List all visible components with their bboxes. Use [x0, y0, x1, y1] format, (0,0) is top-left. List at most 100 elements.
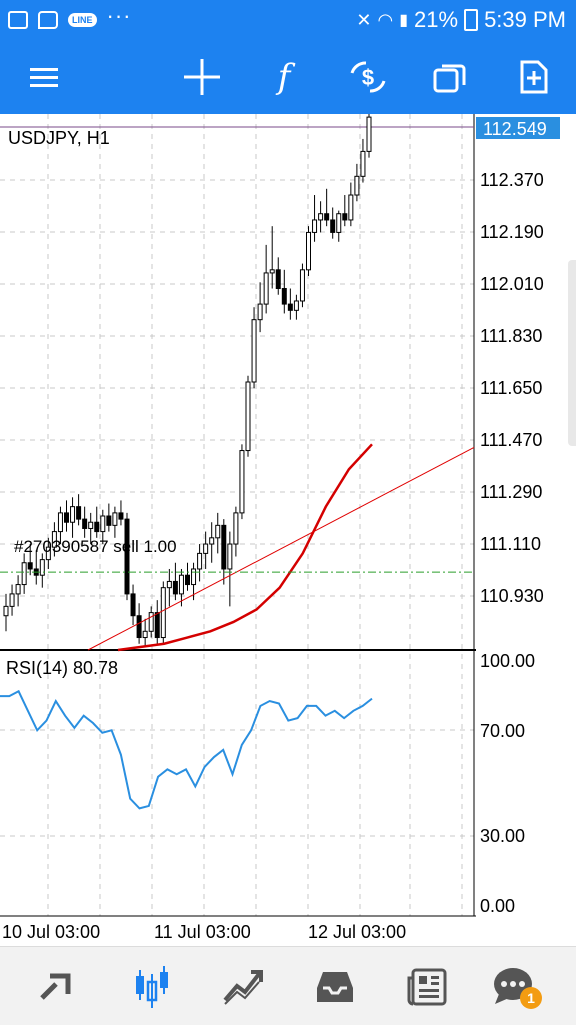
candle-body	[88, 521, 94, 529]
candle-body	[318, 213, 324, 221]
candle-body	[269, 269, 275, 274]
candle-body	[348, 194, 354, 221]
candle-body	[275, 269, 281, 290]
candle-body	[299, 269, 305, 302]
line-app-icon: LINE	[68, 13, 97, 27]
price-axis-label: 111.110	[480, 534, 541, 554]
candle-body	[94, 521, 100, 533]
candle-body	[287, 303, 293, 311]
candle-body	[281, 288, 287, 305]
rsi-axis-label: 30.00	[480, 826, 525, 846]
rsi-axis-label: 70.00	[480, 721, 525, 741]
candle-body	[51, 531, 57, 548]
gallery-icon	[8, 11, 28, 29]
candle-body	[15, 584, 21, 595]
history-icon[interactable]	[310, 961, 360, 1011]
rsi-label: RSI(14) 80.78	[6, 658, 118, 678]
candle-body	[215, 524, 221, 539]
time-axis-label: 10 Jul 03:00	[2, 922, 100, 942]
candle-body	[324, 213, 330, 221]
moving-average-line	[117, 443, 373, 652]
candle-body	[360, 150, 366, 177]
wifi-icon: ◠	[377, 9, 394, 30]
candle-body	[185, 574, 190, 586]
current-price-label: 112.549	[483, 119, 547, 139]
candle-body	[251, 319, 257, 383]
candle-body	[154, 612, 160, 639]
candle-body	[148, 612, 154, 632]
price-axis-label: 112.010	[480, 274, 544, 294]
rsi-axis-label: 0.00	[480, 896, 515, 916]
price-axis-label: 112.370	[480, 170, 544, 190]
candle-body	[9, 593, 15, 607]
candle-body	[3, 605, 9, 617]
candle-body	[100, 515, 106, 533]
chat-icon[interactable]: 1	[488, 961, 542, 1011]
candle-body	[354, 175, 360, 196]
signal-icon: ▮	[399, 12, 409, 29]
candle-body	[257, 303, 263, 321]
more-notifications: ···	[106, 3, 132, 28]
candle-body	[76, 506, 82, 520]
toolbar: f $	[0, 40, 576, 114]
candle-body	[191, 568, 197, 586]
candle-body	[293, 300, 299, 311]
candle-body	[136, 615, 142, 639]
mute-icon: ✕	[356, 9, 372, 30]
crosshair-icon[interactable]	[178, 53, 226, 101]
candle-body	[233, 512, 239, 545]
candle-body	[209, 537, 215, 545]
candle-body	[245, 381, 251, 452]
candle-body	[203, 543, 209, 554]
trade-icon[interactable]	[33, 961, 83, 1011]
candle-body	[366, 116, 372, 152]
candle-body	[172, 580, 178, 595]
chart-area[interactable]: USDJPY, H1 #270390587 sell 1.00 RSI(14) 80…	[0, 114, 576, 946]
price-axis-label: 110.930	[480, 586, 544, 606]
clock: 5:39 PM	[484, 7, 566, 32]
chat-icon	[38, 11, 58, 29]
candle-body	[130, 593, 136, 617]
candle-body	[239, 450, 245, 514]
candle-body	[263, 272, 269, 305]
candle-body	[178, 574, 184, 595]
status-bar: LINE ··· ✕ ◠ ▮ 21% 5:39 PM	[0, 0, 576, 40]
candle-body	[124, 518, 130, 595]
candle-body	[221, 524, 227, 570]
candle-body	[166, 580, 172, 589]
price-axis-label: 111.830	[480, 326, 542, 346]
candle-body	[197, 552, 203, 570]
new-order-icon[interactable]	[510, 53, 558, 101]
time-axis-label: 11 Jul 03:00	[154, 922, 251, 942]
analytics-icon[interactable]	[218, 961, 268, 1011]
order-label: #270390587 sell 1.00	[14, 537, 177, 556]
candle-body	[336, 213, 342, 233]
chart-icon[interactable]	[127, 961, 177, 1011]
candle-body	[312, 219, 318, 233]
candle-body	[342, 213, 348, 221]
battery-icon	[464, 9, 479, 31]
indicators-icon[interactable]: f	[277, 57, 291, 97]
news-icon[interactable]	[402, 961, 452, 1011]
candle-body	[227, 543, 233, 570]
symbol-change-icon[interactable]: $	[344, 53, 392, 101]
time-axis-label: 12 Jul 03:00	[308, 922, 406, 942]
price-axis-label: 111.290	[480, 482, 542, 502]
scroll-handle[interactable]	[568, 260, 576, 446]
svg-text:$: $	[362, 65, 374, 90]
menu-icon[interactable]	[20, 53, 68, 101]
trend-line	[87, 446, 475, 651]
candle-body	[39, 559, 45, 576]
candle-body	[106, 515, 112, 526]
windows-icon[interactable]	[426, 53, 474, 101]
candle-body	[57, 512, 63, 533]
candle-body	[70, 506, 76, 523]
candle-body	[27, 562, 33, 570]
candle-body	[21, 562, 27, 586]
price-axis-label: 111.650	[480, 378, 542, 398]
price-axis-label: 111.470	[480, 430, 542, 450]
battery-percent: 21%	[414, 7, 459, 32]
candle-body	[118, 512, 124, 520]
current-price-tag	[476, 117, 560, 139]
candle-body	[45, 546, 51, 561]
